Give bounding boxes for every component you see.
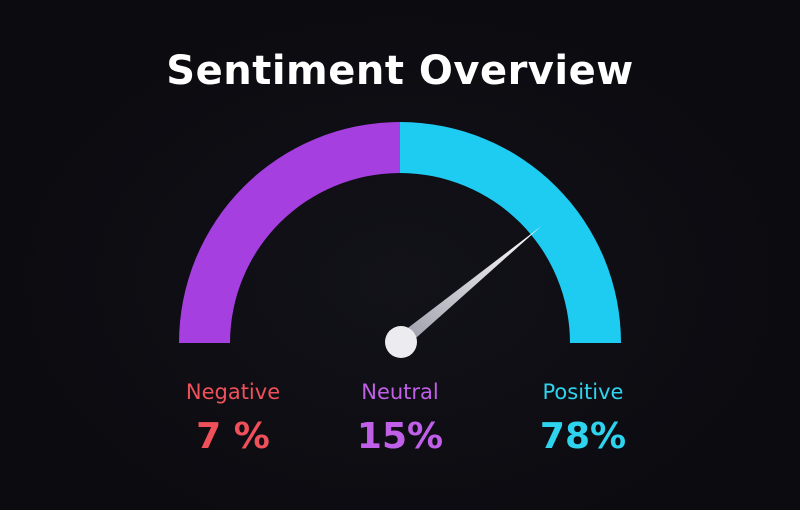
chart-title: Sentiment Overview <box>166 48 634 94</box>
value-neutral: 15% <box>356 416 444 457</box>
gauge-needle <box>396 226 542 348</box>
label-neutral: Neutral <box>361 380 439 404</box>
value-positive: 78% <box>539 416 627 457</box>
needle-hub <box>385 326 417 358</box>
label-positive: Positive <box>542 380 624 404</box>
value-negative: 7 % <box>196 416 270 457</box>
legend-neutral: Neutral 15% <box>300 380 500 457</box>
gauge-arc-left <box>179 122 400 343</box>
gauge-arc-right <box>400 122 621 343</box>
label-negative: Negative <box>185 380 281 404</box>
legend-negative: Negative 7 % <box>133 380 333 457</box>
legend-positive: Positive 78% <box>483 380 683 457</box>
